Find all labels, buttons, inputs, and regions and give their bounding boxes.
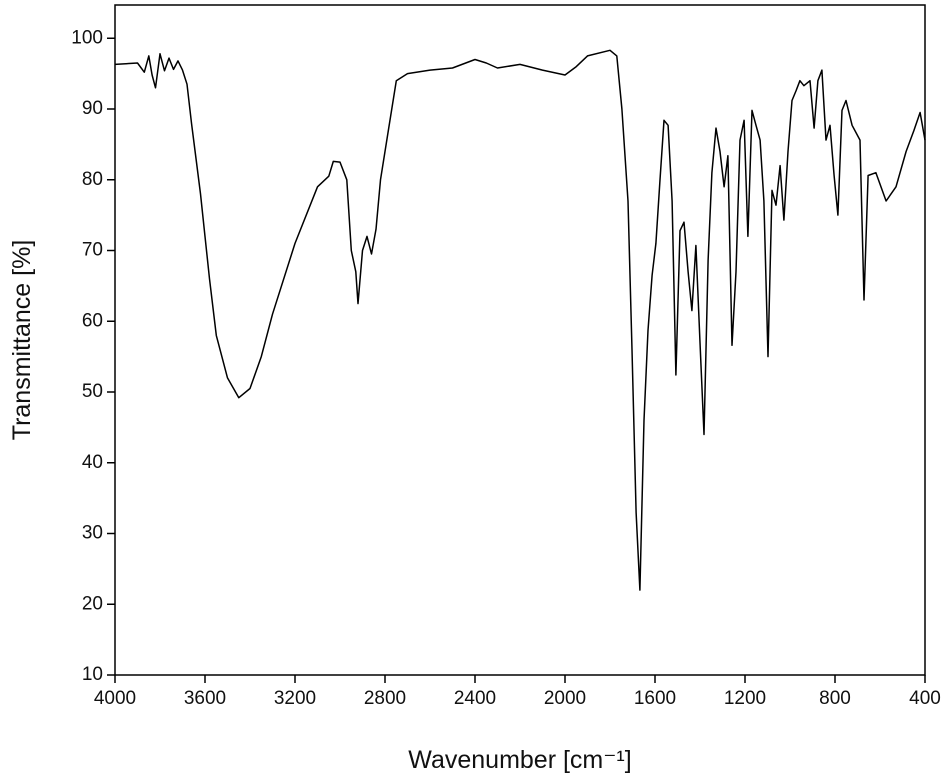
x-tick-label: 1200	[724, 688, 766, 709]
y-tick-label: 20	[82, 593, 103, 614]
x-tick-label: 2400	[454, 688, 496, 709]
x-tick-label: 2000	[544, 688, 586, 709]
x-tick-label: 1600	[634, 688, 676, 709]
y-tick-label: 30	[82, 523, 103, 544]
y-tick-label: 80	[82, 169, 103, 190]
y-tick-label: 70	[82, 240, 103, 261]
x-axis-label: Wavenumber [cm⁻¹]	[408, 746, 631, 774]
x-tick-label: 3600	[184, 688, 226, 709]
spectrum-line	[114, 49, 926, 591]
y-tick-label: 100	[71, 27, 103, 48]
x-tick-label: 400	[909, 688, 941, 709]
y-axis-label: Transmittance [%]	[8, 240, 36, 441]
x-tick-label: 3200	[274, 688, 316, 709]
y-tick-label: 10	[82, 664, 103, 685]
x-tick-label: 2800	[364, 688, 406, 709]
y-tick-label: 90	[82, 98, 103, 119]
y-tick-label: 50	[82, 381, 103, 402]
x-tick-label: 800	[819, 688, 851, 709]
x-tick-label: 4000	[94, 688, 136, 709]
plot-frame	[114, 4, 926, 676]
y-tick-label: 40	[82, 452, 103, 473]
y-tick-label: 60	[82, 310, 103, 331]
